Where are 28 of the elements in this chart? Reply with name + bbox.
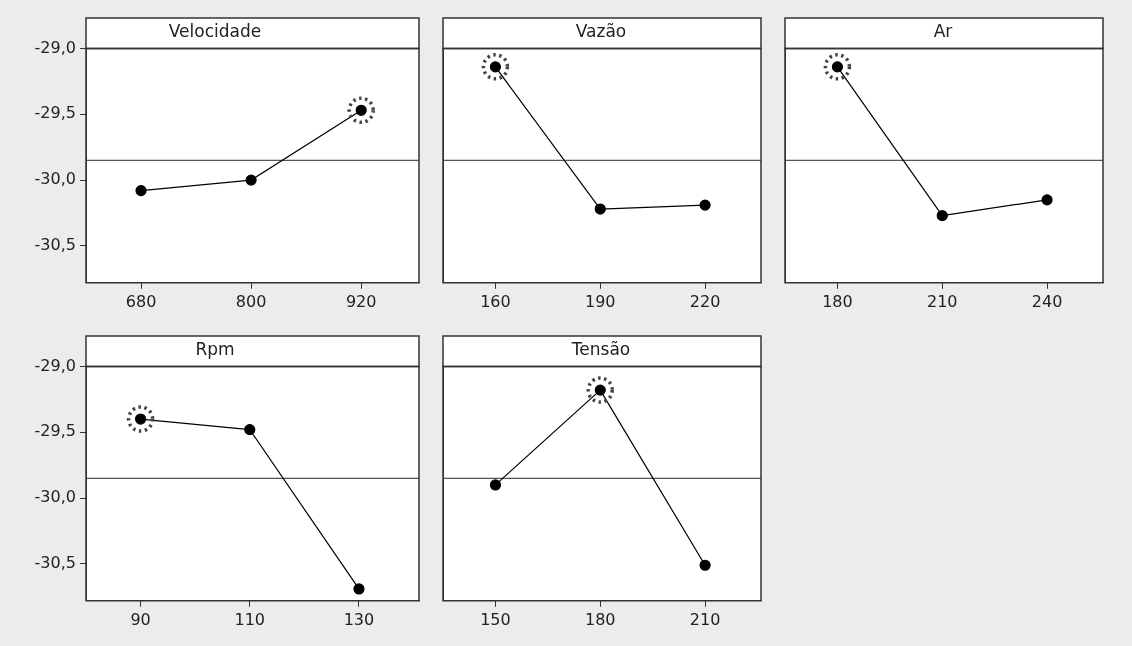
chart-title: Tensão	[570, 338, 631, 359]
x-tick-label: 920	[345, 291, 377, 311]
x-tick-label: 240	[1031, 291, 1063, 311]
chart-title: Rpm	[195, 338, 235, 359]
x-tick-label: 110	[234, 609, 266, 629]
x-tick-label: 180	[822, 291, 853, 311]
chart-title: Velocidade	[168, 20, 262, 41]
y-tick-label: -29,0	[34, 37, 76, 57]
x-tick-label: 800	[235, 291, 267, 311]
y-tick-label: -30,5	[34, 553, 76, 573]
y-tick-label: -30,0	[34, 169, 76, 189]
y-tick-label: -29,5	[34, 421, 76, 441]
x-tick-label: 210	[689, 609, 721, 629]
chart-title: Ar	[933, 20, 953, 41]
chart-title: Vazão	[575, 20, 627, 41]
x-tick-label: 220	[689, 291, 721, 311]
x-tick-label: 160	[480, 291, 511, 311]
y-tick-label: -30,5	[34, 235, 76, 255]
y-tick-label: -30,0	[34, 487, 76, 507]
y-tick-label: -29,0	[34, 355, 76, 375]
x-tick-label: 150	[480, 609, 511, 629]
x-tick-label: 680	[125, 291, 157, 311]
y-tick-label: -29,5	[34, 103, 76, 123]
x-tick-label: 130	[343, 609, 375, 629]
x-tick-label: 210	[926, 291, 958, 311]
x-tick-label: 90	[130, 609, 151, 629]
x-tick-label: 180	[584, 609, 616, 629]
x-tick-label: 190	[584, 291, 616, 311]
